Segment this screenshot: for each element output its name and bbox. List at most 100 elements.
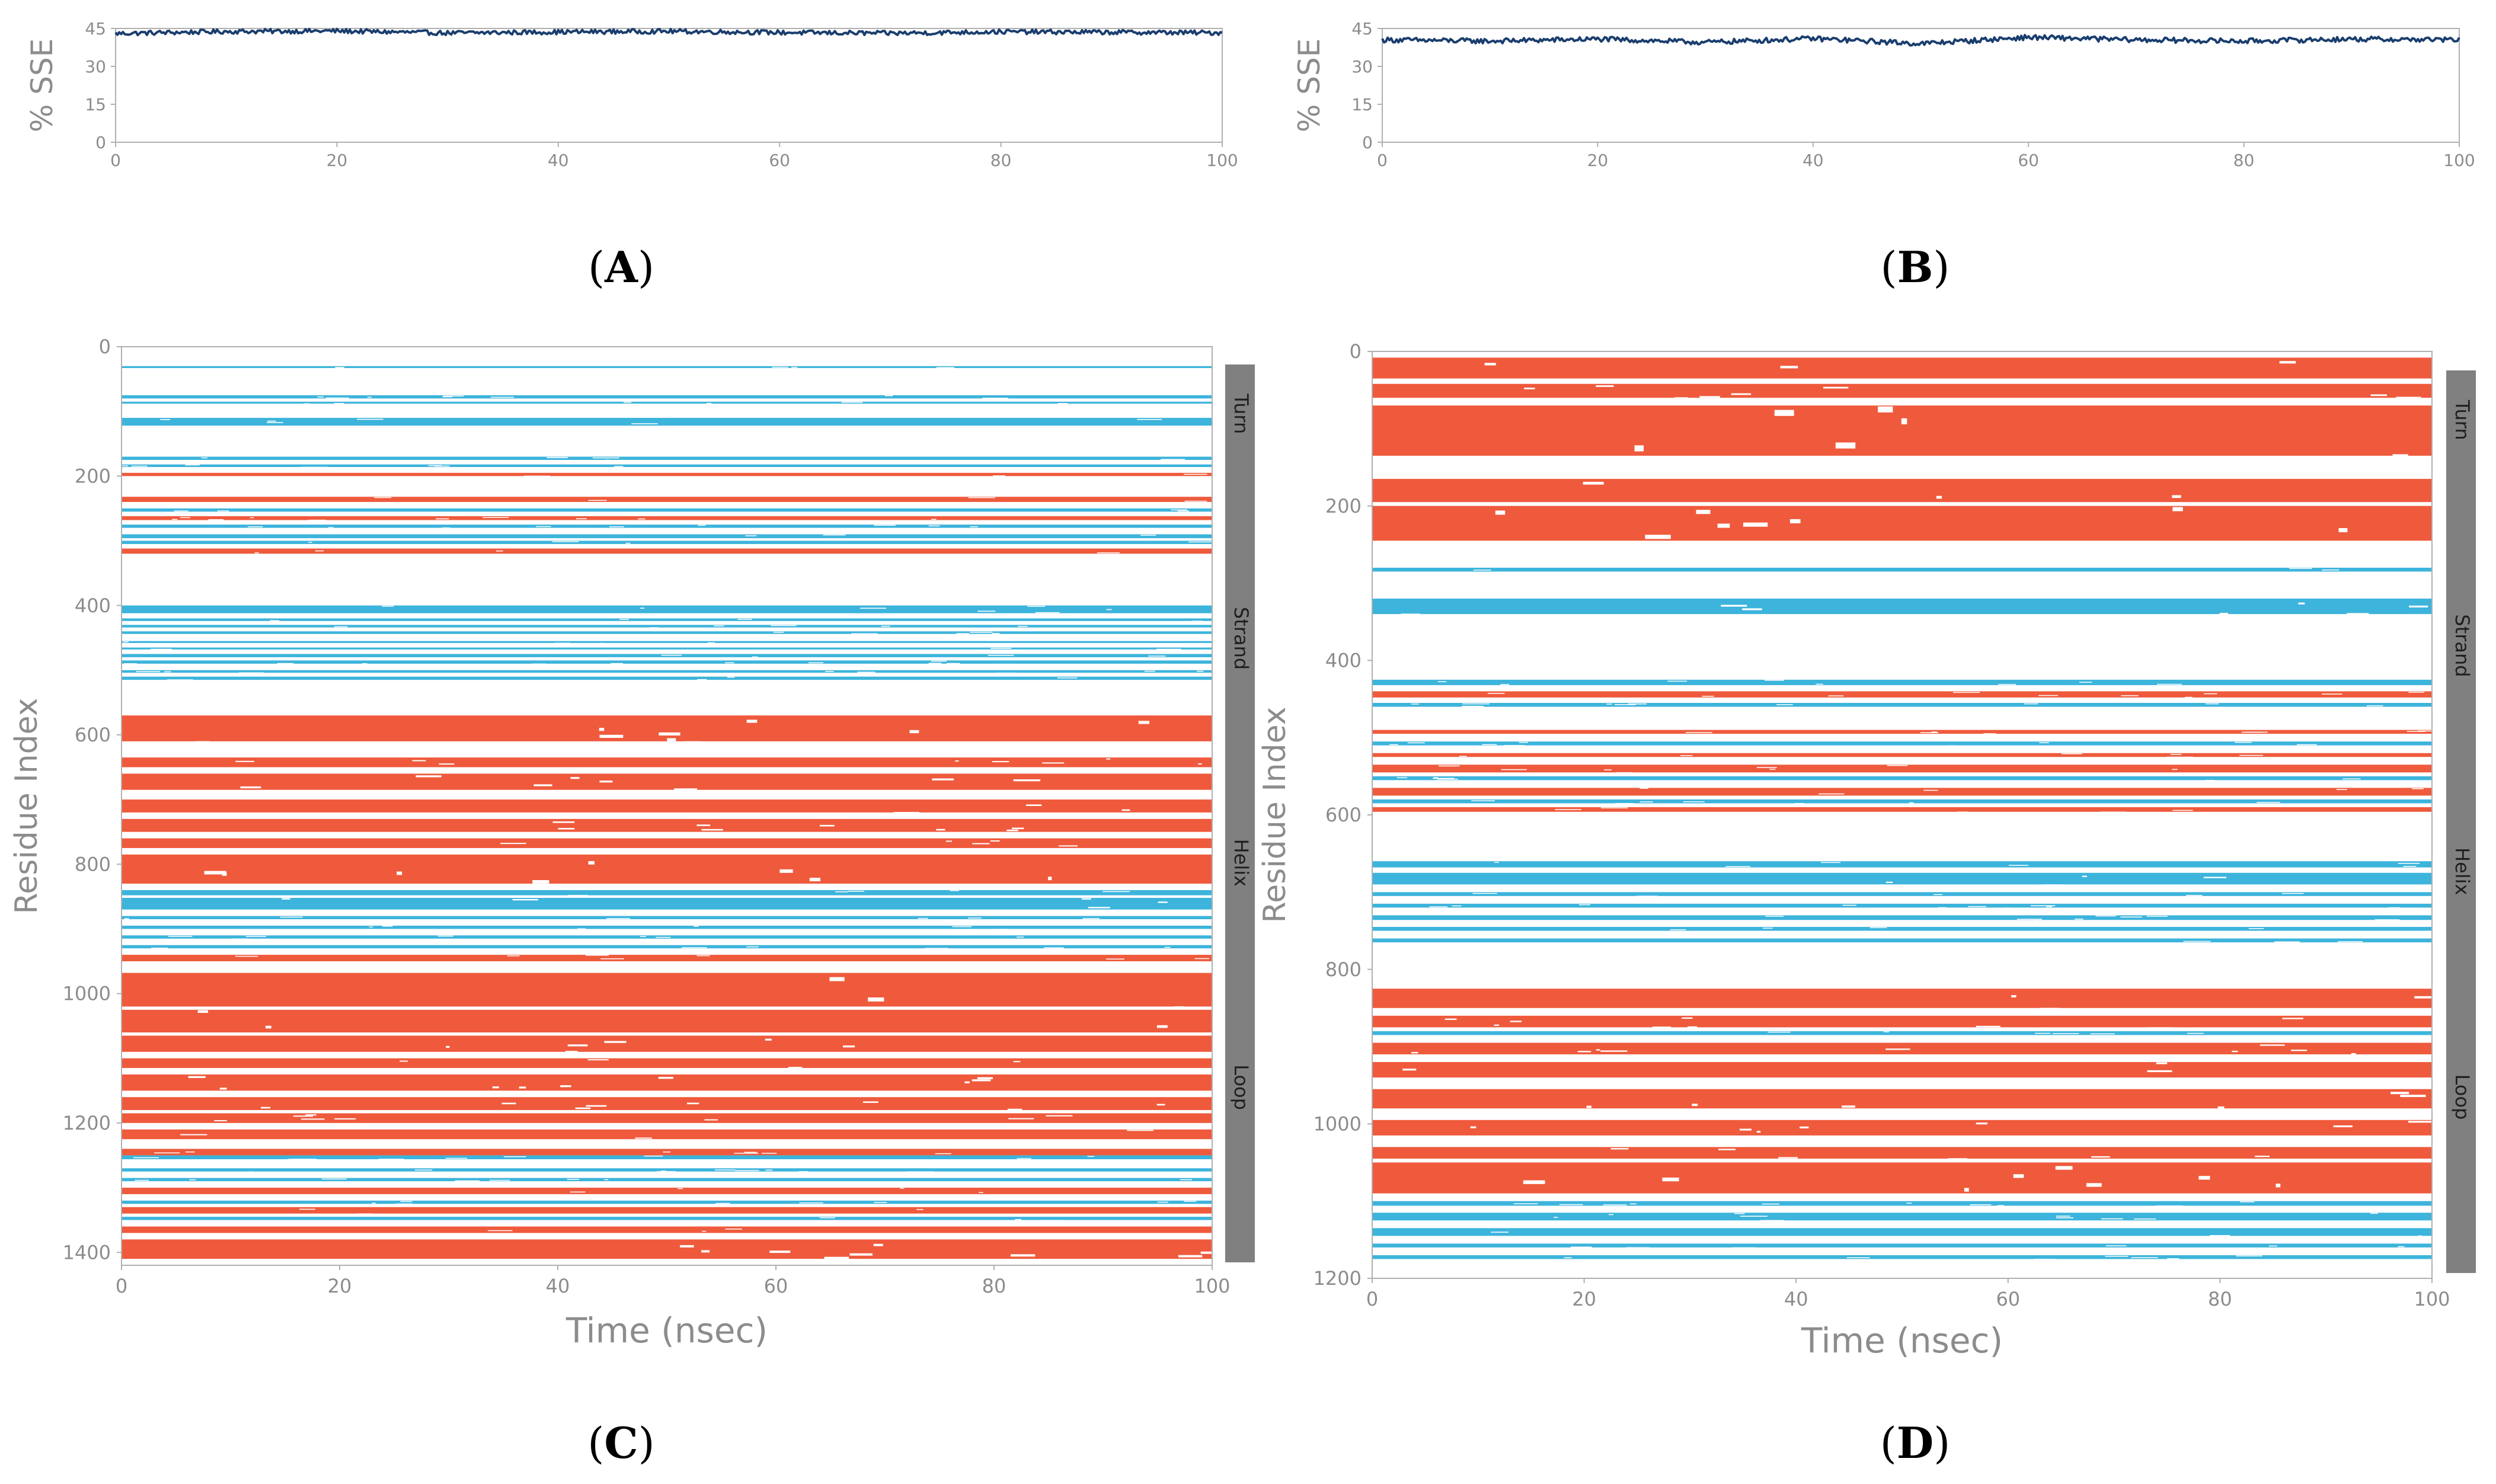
strand-gap-d [2034, 1259, 2056, 1260]
sse-chart-a: 0 20 40 60 80 100 0 15 30 45 % SSE [25, 19, 1238, 170]
y-tick-label-d: 400 [1325, 650, 1362, 672]
strand-gap-d [1462, 703, 1490, 705]
strand-gap-c [947, 663, 960, 664]
helix-gap-c [374, 497, 392, 498]
helix-gap-c [519, 1086, 526, 1089]
strand-gap-c [532, 663, 547, 665]
helix-gap-c [935, 1153, 951, 1154]
strand-gap-c [640, 607, 645, 609]
strand-gap-c [395, 1203, 413, 1205]
helix-gap-c [658, 1077, 674, 1079]
helix-gap-c [1008, 1108, 1022, 1111]
helix-gap-c [533, 784, 552, 786]
strand-gap-d [2219, 613, 2229, 615]
x-tick-label-a: 100 [1206, 151, 1238, 170]
helix-gap-c [416, 775, 442, 778]
helix-gap-d [1662, 1177, 1679, 1182]
strand-band-d [1372, 679, 2432, 686]
helix-band-d [1372, 479, 2432, 503]
strand-gap-c [625, 542, 631, 544]
helix-gap-d [2390, 1092, 2409, 1095]
strand-gap-c [918, 917, 928, 919]
strand-gap-d [1933, 894, 1943, 895]
strand-gap-c [1017, 1158, 1031, 1159]
strand-gap-c [737, 619, 752, 620]
strand-gap-c [174, 510, 188, 511]
strand-gap-c [201, 457, 207, 459]
helix-gap-c [400, 1060, 408, 1062]
helix-gap-c [992, 761, 1009, 763]
strand-band-c [122, 1168, 1212, 1172]
helix-gap-c [769, 1250, 791, 1253]
strand-gap-c [1197, 670, 1204, 672]
helix-gap-c [188, 1076, 206, 1079]
helix-gap-d [1680, 755, 1693, 756]
helix-gap-d [1604, 769, 1612, 770]
strand-gap-d [1998, 684, 2016, 685]
strand-gap-c [122, 465, 129, 466]
strand-gap-d [1734, 1213, 1745, 1214]
helix-gap-d [1583, 481, 1604, 485]
strand-gap-d [1765, 680, 1784, 681]
strand-band-c [122, 676, 1212, 680]
helix-gap-c [659, 732, 680, 736]
strand-gap-d [2079, 682, 2092, 683]
helix-gap-c [1026, 804, 1042, 806]
legend-bar-d [2446, 370, 2476, 1273]
strand-gap-c [577, 928, 586, 929]
strand-gap-d [1433, 777, 1438, 778]
helix-gap-d [1692, 1104, 1698, 1106]
y-tick-label-d: 1000 [1313, 1113, 1362, 1136]
helix-gap-d [1718, 1149, 1736, 1150]
y-tick-label-a: 45 [85, 19, 106, 39]
legend-label-helix-d: Helix [2451, 847, 2473, 895]
helix-gap-c [788, 1067, 803, 1069]
strand-gap-c [547, 457, 568, 459]
strand-gap-c [1106, 609, 1112, 610]
strand-gap-d [2024, 703, 2038, 705]
strand-gap-c [321, 1178, 347, 1180]
strand-gap-d [1608, 1214, 1614, 1216]
helix-gap-c [507, 955, 520, 957]
strand-gap-d [2282, 893, 2304, 894]
strand-gap-c [217, 510, 229, 511]
strand-band-d [1372, 1031, 2432, 1035]
helix-gap-d [2172, 495, 2181, 498]
strand-gap-c [772, 366, 788, 368]
helix-gap-c [412, 760, 426, 762]
legend-label-strand-c: Strand [1230, 607, 1252, 670]
strand-gap-d [2035, 1032, 2051, 1034]
strand-gap-d [1500, 684, 1510, 685]
legend-label-loop-c: Loop [1230, 1064, 1252, 1110]
strand-gap-c [996, 672, 1017, 674]
strand-band-d [1372, 915, 2432, 920]
helix-gap-c [599, 728, 605, 731]
strand-gap-c [1184, 1201, 1197, 1202]
strand-gap-c [328, 527, 334, 528]
helix-gap-d [1524, 388, 1535, 389]
helix-gap-c [1042, 762, 1065, 764]
x-tick-label-a: 80 [990, 151, 1012, 170]
helix-gap-d [2217, 1106, 2225, 1109]
helix-band-d [1372, 405, 2432, 456]
x-tick-label-b: 20 [1587, 151, 1609, 170]
helix-gap-c [436, 518, 449, 520]
strand-gap-d [2157, 683, 2182, 685]
helix-gap-d [2370, 394, 2388, 396]
helix-gap-d [1699, 396, 1720, 398]
helix-gap-d [2172, 769, 2178, 770]
helix-gap-c [1008, 1118, 1034, 1120]
helix-band-c [122, 838, 1212, 848]
strand-gap-d [1869, 927, 1887, 929]
strand-gap-d [2030, 905, 2056, 907]
helix-band-d [1372, 730, 2432, 734]
helix-gap-c [599, 781, 613, 783]
strand-gap-c [611, 663, 624, 664]
strand-gap-d [2289, 568, 2312, 570]
helix-gap-c [862, 1101, 878, 1103]
strand-gap-d [1794, 802, 1804, 804]
strand-gap-c [884, 395, 893, 396]
helix-gap-c [893, 812, 919, 814]
y-axis-label-a: % SSE [25, 39, 59, 132]
helix-gap-d [2198, 1176, 2210, 1180]
